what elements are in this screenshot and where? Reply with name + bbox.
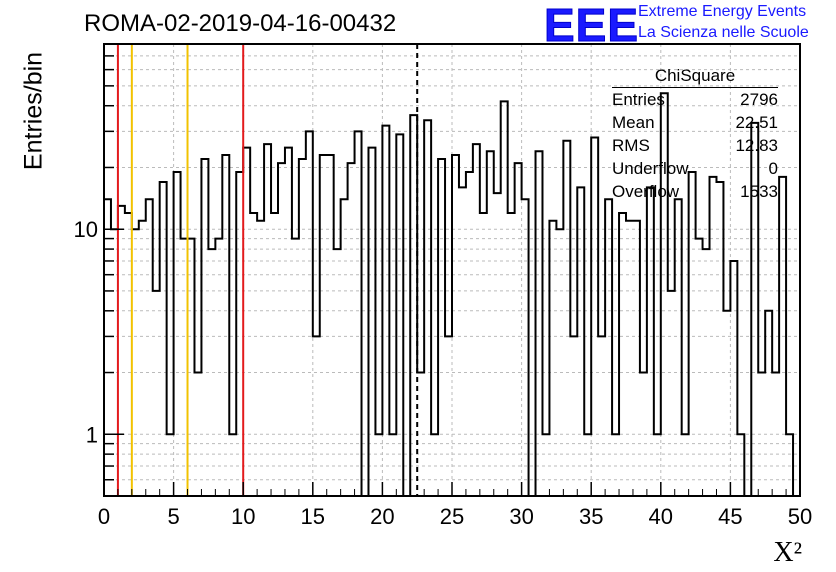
x-tick-label: 20 xyxy=(370,504,394,529)
stats-row-underflow: Underflow 0 xyxy=(612,157,778,180)
stats-box: ChiSquare Entries 2796 Mean 22.51 RMS 12… xyxy=(612,66,778,203)
stats-value: 1533 xyxy=(740,182,778,201)
x-tick-label: 35 xyxy=(579,504,603,529)
stats-label: RMS xyxy=(612,136,650,155)
eee-logo: EEE xyxy=(543,0,640,51)
x-tick-label: 45 xyxy=(718,504,742,529)
logo-subtitle-1: Extreme Energy Events xyxy=(638,3,807,20)
x-tick-label: 50 xyxy=(788,504,812,529)
stats-row-overflow: Overflow 1533 xyxy=(612,180,778,203)
y-tick-label: 1 xyxy=(86,422,98,447)
stats-value: 0 xyxy=(768,159,778,178)
stats-row-entries: Entries 2796 xyxy=(612,88,778,111)
stats-value: 2796 xyxy=(740,90,778,109)
stats-value: 12.83 xyxy=(735,136,778,155)
stats-label: Underflow xyxy=(612,159,689,178)
x-tick-label: 15 xyxy=(301,504,325,529)
x-tick-label: 10 xyxy=(231,504,255,529)
x-axis-label: X² xyxy=(773,537,802,568)
y-tick-label: 10 xyxy=(74,217,98,242)
stats-value: 22.51 xyxy=(735,113,778,132)
logo-subtitle-2: La Scienza nelle Scuole xyxy=(638,24,809,41)
x-tick-label: 40 xyxy=(649,504,673,529)
chart-title: ROMA-02-2019-04-16-00432 xyxy=(84,10,397,37)
stats-row-mean: Mean 22.51 xyxy=(612,111,778,134)
x-tick-label: 30 xyxy=(509,504,533,529)
x-tick-label: 5 xyxy=(167,504,179,529)
histogram-outline xyxy=(104,92,800,496)
stats-title: ChiSquare xyxy=(612,66,778,88)
stats-label: Overflow xyxy=(612,182,680,201)
x-tick-label: 0 xyxy=(98,504,110,529)
stats-row-rms: RMS 12.83 xyxy=(612,134,778,157)
stats-label: Mean xyxy=(612,113,655,132)
stats-label: Entries xyxy=(612,90,665,109)
x-tick-label: 25 xyxy=(440,504,464,529)
